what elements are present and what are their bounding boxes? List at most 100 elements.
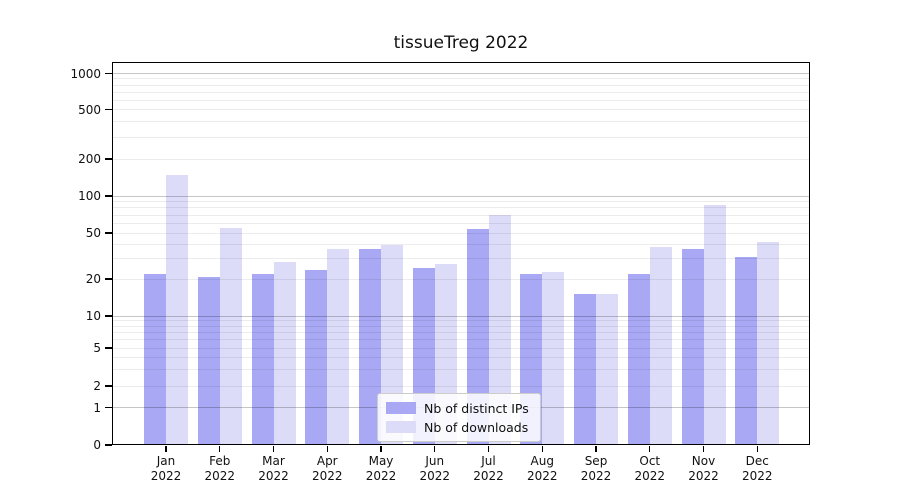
bar-distinct-ips-dec xyxy=(735,256,758,445)
x-tick-oct xyxy=(649,446,651,452)
legend: Nb of distinct IPs Nb of downloads xyxy=(377,393,541,442)
y-tick-label-5: 5 xyxy=(93,341,101,355)
y-tick-2 xyxy=(105,385,112,387)
y-tick-label-10: 10 xyxy=(85,309,101,323)
plot-area: Nb of distinct IPs Nb of downloads xyxy=(112,62,810,445)
y-tick-1000 xyxy=(105,72,112,75)
bar-distinct-ips-mar xyxy=(251,274,274,445)
x-tick-label-jul: Jul 2022 xyxy=(473,454,504,483)
x-tick-label-feb: Feb 2022 xyxy=(204,454,236,483)
x-tick-label-aug: Aug 2022 xyxy=(526,454,558,483)
y-tick-label-100: 100 xyxy=(78,189,101,203)
y-tick-label-20: 20 xyxy=(85,272,101,286)
y-tick-label-0: 0 xyxy=(93,438,101,452)
bar-distinct-ips-jan xyxy=(144,274,166,445)
x-tick-label-may: May 2022 xyxy=(365,454,397,483)
grid-layer xyxy=(112,62,810,445)
minor-gridline-300 xyxy=(112,136,810,138)
minor-gridline-2 xyxy=(112,385,810,387)
minor-gridline-30 xyxy=(112,258,810,260)
bar-distinct-ips-jul xyxy=(466,228,489,445)
y-tick-10 xyxy=(105,315,112,317)
y-tick-50 xyxy=(105,232,112,234)
x-tick-label-sep: Sep 2022 xyxy=(580,454,612,483)
legend-label-downloads: Nb of downloads xyxy=(424,419,529,435)
x-tick-mar xyxy=(272,446,275,452)
y-tick-label-500: 500 xyxy=(78,102,101,117)
minor-gridline-500 xyxy=(112,109,810,110)
y-tick-5 xyxy=(105,347,112,349)
x-tick-label-mar: Mar 2022 xyxy=(258,454,289,483)
minor-gridline-50 xyxy=(112,232,810,234)
x-tick-label-jun: Jun 2022 xyxy=(419,454,451,483)
minor-gridline-5 xyxy=(112,347,810,349)
x-tick-label-nov: Nov 2022 xyxy=(688,454,719,483)
x-tick-aug xyxy=(541,446,543,452)
x-tick-label-apr: Apr 2022 xyxy=(311,454,343,483)
minor-gridline-800 xyxy=(112,84,810,86)
y-tick-label-1000: 1000 xyxy=(70,66,101,81)
legend-swatch-downloads xyxy=(386,421,416,433)
y-tick-200 xyxy=(105,158,112,160)
minor-gridline-90 xyxy=(112,201,810,203)
x-tick-sep xyxy=(595,446,597,452)
minor-gridline-9 xyxy=(112,320,810,322)
bar-downloads-nov xyxy=(703,205,726,445)
legend-swatch-distinct-ips xyxy=(386,402,416,414)
bar-downloads-feb xyxy=(219,227,242,445)
major-gridline-100 xyxy=(112,195,810,197)
bar-distinct-ips-may xyxy=(359,249,381,445)
minor-gridline-4 xyxy=(112,356,810,358)
legend-label-distinct-ips: Nb of distinct IPs xyxy=(424,400,529,416)
bar-downloads-mar xyxy=(273,262,296,445)
minor-gridline-7 xyxy=(112,331,810,333)
bar-downloads-oct xyxy=(649,246,672,445)
y-tick-label-1: 1 xyxy=(93,400,101,415)
x-tick-apr xyxy=(326,446,328,452)
y-tick-20 xyxy=(105,278,112,280)
minor-gridline-40 xyxy=(112,243,810,245)
bar-downloads-aug xyxy=(542,271,565,445)
minor-gridline-6 xyxy=(112,339,810,341)
y-tick-500 xyxy=(105,108,112,111)
bar-distinct-ips-feb xyxy=(197,276,220,445)
x-tick-dec xyxy=(756,446,758,452)
x-tick-label-dec: Dec 2022 xyxy=(741,454,773,483)
minor-gridline-3 xyxy=(112,368,810,370)
x-tick-jun xyxy=(434,446,436,452)
bar-downloads-jul xyxy=(488,215,511,445)
minor-gridline-200 xyxy=(112,158,810,160)
x-tick-label-oct: Oct 2022 xyxy=(634,454,666,483)
major-gridline-10 xyxy=(112,315,810,317)
major-gridline-1000 xyxy=(112,73,810,74)
minor-gridline-80 xyxy=(112,207,810,209)
y-tick-1 xyxy=(105,406,112,409)
y-tick-label-200: 200 xyxy=(78,152,101,166)
legend-item-downloads: Nb of downloads xyxy=(386,420,532,435)
y-tick-100 xyxy=(105,195,112,197)
bar-downloads-dec xyxy=(757,241,780,445)
chart-title: tissueTreg 2022 xyxy=(393,33,529,53)
x-tick-jan xyxy=(165,446,167,452)
minor-gridline-600 xyxy=(112,99,810,101)
minor-gridline-900 xyxy=(112,78,810,80)
legend-item-distinct-ips: Nb of distinct IPs xyxy=(386,401,532,416)
x-tick-nov xyxy=(702,446,705,452)
bar-downloads-jan xyxy=(166,175,188,445)
x-tick-may xyxy=(380,446,382,452)
bar-downloads-apr xyxy=(327,249,350,445)
bar-distinct-ips-oct xyxy=(627,274,650,445)
y-tick-label-2: 2 xyxy=(93,379,101,393)
minor-gridline-400 xyxy=(112,121,810,123)
minor-gridline-700 xyxy=(112,91,810,93)
y-tick-0 xyxy=(105,444,112,446)
x-tick-label-jan: Jan 2022 xyxy=(150,454,182,483)
minor-gridline-8 xyxy=(112,325,810,327)
x-tick-jul xyxy=(487,446,490,452)
y-tick-label-50: 50 xyxy=(85,226,101,240)
x-tick-feb xyxy=(219,446,221,452)
minor-gridline-60 xyxy=(112,222,810,224)
bar-distinct-ips-nov xyxy=(681,249,704,445)
minor-gridline-70 xyxy=(112,214,810,216)
